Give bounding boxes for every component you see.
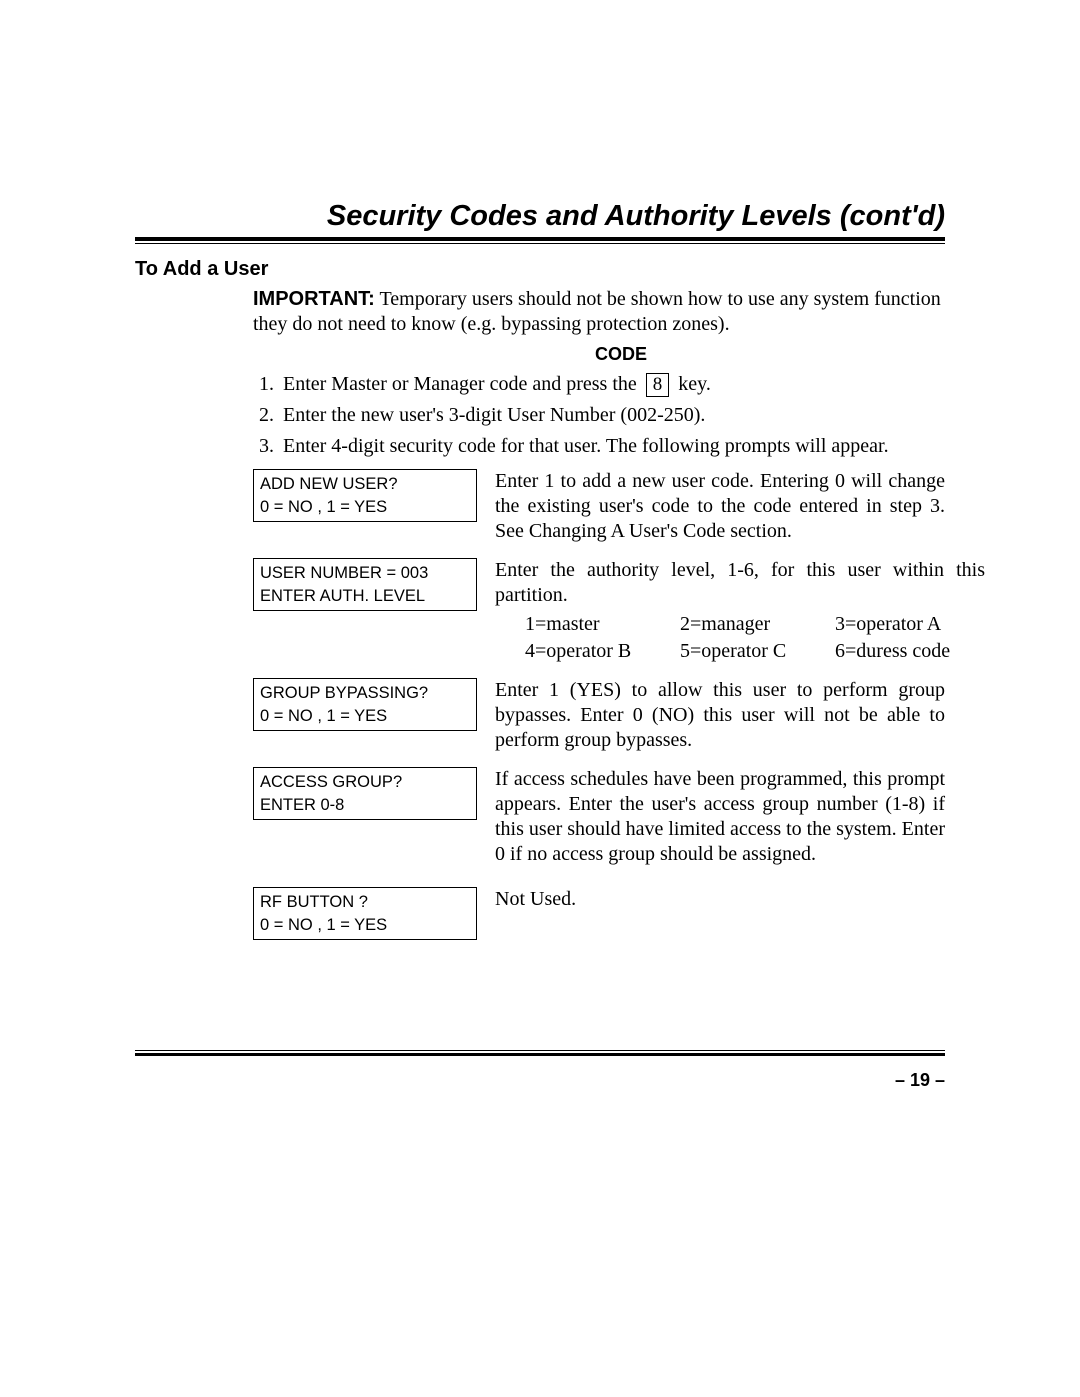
auth-level: 3=operator A <box>835 612 985 637</box>
prompt-line1: GROUP BYPASSING? <box>260 682 470 704</box>
step-3: Enter 4-digit security code for that use… <box>279 434 945 459</box>
prompt-desc: Enter 1 (YES) to allow this user to perf… <box>495 678 945 753</box>
footer-rule-thick <box>135 1053 945 1056</box>
prompt-desc-text: Enter the authority level, 1-6, for this… <box>495 559 985 606</box>
prompt-row: ADD NEW USER? 0 = NO , 1 = YES Enter 1 t… <box>253 469 945 544</box>
auth-level: 1=master <box>525 612 680 637</box>
prompt-line1: RF BUTTON ? <box>260 891 470 913</box>
prompt-box-rf-button: RF BUTTON ? 0 = NO , 1 = YES <box>253 887 477 940</box>
prompt-box-group-bypassing: GROUP BYPASSING? 0 = NO , 1 = YES <box>253 678 477 731</box>
content-block: IMPORTANT: Temporary users should not be… <box>253 287 945 940</box>
important-label: IMPORTANT: <box>253 288 375 310</box>
prompt-line2: 0 = NO , 1 = YES <box>260 705 470 727</box>
prompt-desc: If access schedules have been programmed… <box>495 767 945 867</box>
code-label: CODE <box>595 343 945 366</box>
prompt-line1: ADD NEW USER? <box>260 473 470 495</box>
page-content: Security Codes and Authority Levels (con… <box>135 200 945 954</box>
prompt-box-access-group: ACCESS GROUP? ENTER 0-8 <box>253 767 477 820</box>
prompt-line2: ENTER 0-8 <box>260 794 470 816</box>
section-heading: To Add a User <box>135 258 945 281</box>
auth-levels-grid: 1=master 2=manager 3=operator A 4=operat… <box>525 612 985 664</box>
prompt-row: USER NUMBER = 003 ENTER AUTH. LEVEL Ente… <box>253 558 945 664</box>
prompt-line2: 0 = NO , 1 = YES <box>260 496 470 518</box>
prompt-row: GROUP BYPASSING? 0 = NO , 1 = YES Enter … <box>253 678 945 753</box>
important-paragraph: IMPORTANT: Temporary users should not be… <box>253 287 945 337</box>
page-title: Security Codes and Authority Levels (con… <box>135 200 945 233</box>
rule-thick <box>135 237 945 241</box>
step1-text-a: Enter Master or Manager code and press t… <box>283 373 642 395</box>
prompt-box-add-new-user: ADD NEW USER? 0 = NO , 1 = YES <box>253 469 477 522</box>
step-1: Enter Master or Manager code and press t… <box>279 372 945 398</box>
prompt-line1: USER NUMBER = 003 <box>260 562 470 584</box>
prompt-line2: 0 = NO , 1 = YES <box>260 914 470 936</box>
page-number: – 19 – <box>135 1070 945 1091</box>
rule-thin <box>135 243 945 244</box>
prompt-line1: ACCESS GROUP? <box>260 771 470 793</box>
steps-list: Enter Master or Manager code and press t… <box>253 372 945 460</box>
footer: – 19 – <box>135 1050 945 1091</box>
prompt-desc: Not Used. <box>495 887 945 912</box>
auth-level: 4=operator B <box>525 639 680 664</box>
auth-level: 2=manager <box>680 612 835 637</box>
prompt-line2: ENTER AUTH. LEVEL <box>260 585 470 607</box>
prompt-desc: Enter 1 to add a new user code. Entering… <box>495 469 945 544</box>
prompt-row: RF BUTTON ? 0 = NO , 1 = YES Not Used. <box>253 887 945 940</box>
keycap-8: 8 <box>646 373 670 398</box>
footer-rule-thin <box>135 1050 945 1051</box>
auth-level: 6=duress code <box>835 639 985 664</box>
prompt-desc: Enter the authority level, 1-6, for this… <box>495 558 985 664</box>
prompt-box-user-number: USER NUMBER = 003 ENTER AUTH. LEVEL <box>253 558 477 611</box>
prompt-row: ACCESS GROUP? ENTER 0-8 If access schedu… <box>253 767 945 867</box>
auth-level: 5=operator C <box>680 639 835 664</box>
step1-text-b: key. <box>673 373 711 395</box>
step-2: Enter the new user's 3-digit User Number… <box>279 403 945 428</box>
